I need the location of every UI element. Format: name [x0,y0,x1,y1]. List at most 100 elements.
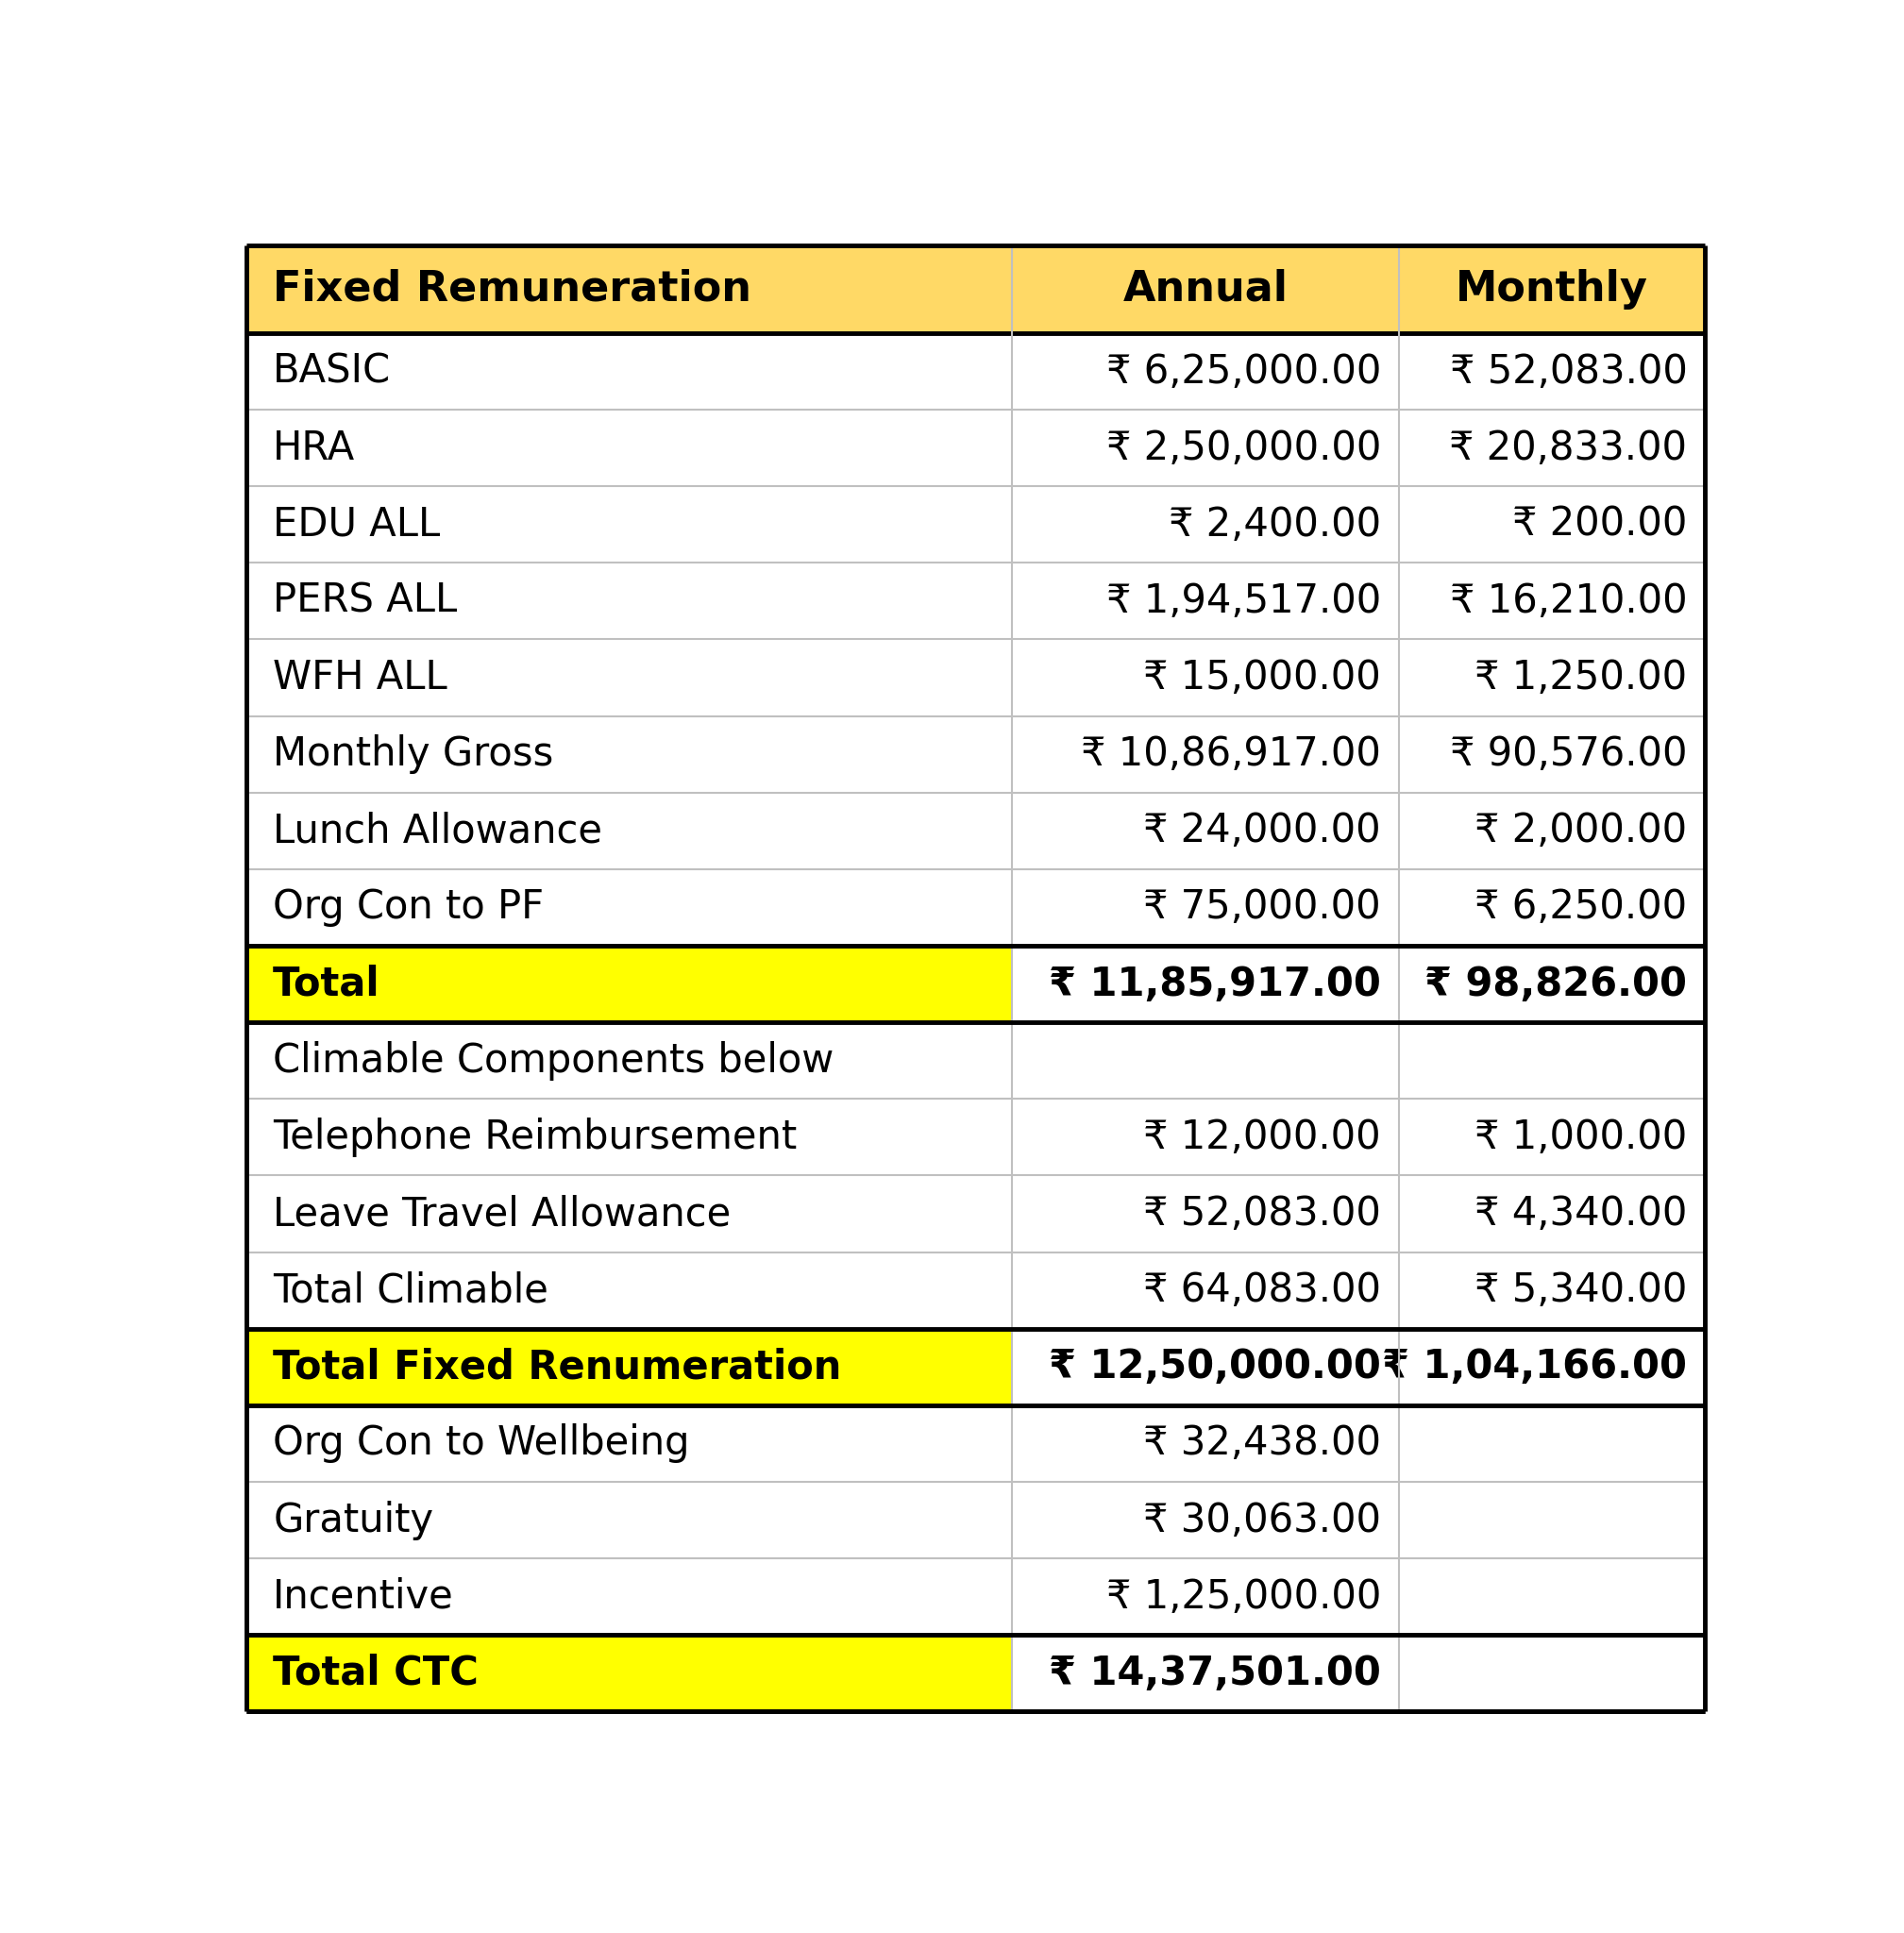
Text: HRA: HRA [272,429,356,468]
Bar [1399,640,1704,715]
Bar [248,1328,1013,1405]
Bar [248,563,1013,640]
Text: Total Fixed Renumeration: Total Fixed Renumeration [272,1347,842,1386]
Text: ₹ 11,85,917.00: ₹ 11,85,917.00 [1049,965,1380,1003]
Bar [248,640,1013,715]
Text: ₹ 5,340.00: ₹ 5,340.00 [1474,1270,1687,1311]
Bar [1013,640,1399,715]
Bar [1013,1635,1399,1711]
Bar [1013,1175,1399,1253]
Bar [1399,793,1704,870]
Bar [248,1253,1013,1328]
Bar [248,715,1013,793]
Bar [1399,1100,1704,1175]
Text: ₹ 90,576.00: ₹ 90,576.00 [1451,735,1687,773]
Bar [1013,793,1399,870]
Bar [1013,715,1399,793]
Bar [1399,1175,1704,1253]
Bar [1399,563,1704,640]
Text: ₹ 6,25,000.00: ₹ 6,25,000.00 [1106,352,1380,390]
Bar [248,1635,1013,1711]
Text: EDU ALL: EDU ALL [272,505,440,545]
Bar [1013,563,1399,640]
Bar [248,410,1013,487]
Bar [1013,870,1399,945]
Text: ₹ 52,083.00: ₹ 52,083.00 [1449,352,1687,390]
Text: ₹ 2,400.00: ₹ 2,400.00 [1169,505,1380,545]
Text: ₹ 20,833.00: ₹ 20,833.00 [1449,429,1687,468]
Bar [1013,945,1399,1023]
Text: ₹ 2,000.00: ₹ 2,000.00 [1476,812,1687,851]
Text: ₹ 32,438.00: ₹ 32,438.00 [1142,1425,1380,1463]
Text: ₹ 12,50,000.00: ₹ 12,50,000.00 [1049,1347,1380,1386]
Text: Annual: Annual [1123,269,1287,309]
Text: ₹ 1,25,000.00: ₹ 1,25,000.00 [1106,1577,1380,1616]
Bar [248,793,1013,870]
Bar [1399,332,1704,410]
Bar [1399,245,1704,332]
Text: ₹ 1,04,166.00: ₹ 1,04,166.00 [1382,1347,1687,1386]
Bar [1013,1100,1399,1175]
Bar [1013,332,1399,410]
Bar [1399,487,1704,563]
Text: Climable Components below: Climable Components below [272,1040,834,1081]
Text: ₹ 2,50,000.00: ₹ 2,50,000.00 [1106,429,1380,468]
Text: ₹ 4,340.00: ₹ 4,340.00 [1474,1195,1687,1233]
Text: Gratuity: Gratuity [272,1500,434,1541]
Text: Leave Travel Allowance: Leave Travel Allowance [272,1195,731,1233]
Text: ₹ 16,210.00: ₹ 16,210.00 [1449,582,1687,620]
Bar [1399,1405,1704,1483]
Bar [1399,715,1704,793]
Text: ₹ 1,000.00: ₹ 1,000.00 [1476,1117,1687,1158]
Text: ₹ 15,000.00: ₹ 15,000.00 [1144,657,1380,698]
Text: ₹ 24,000.00: ₹ 24,000.00 [1144,812,1380,851]
Text: ₹ 1,94,517.00: ₹ 1,94,517.00 [1106,582,1380,620]
Bar [1399,870,1704,945]
Bar [1013,1483,1399,1558]
Bar [248,487,1013,563]
Bar [1399,1558,1704,1635]
Bar [248,1483,1013,1558]
Text: Total: Total [272,965,381,1003]
Bar [248,1175,1013,1253]
Text: Org Con to PF: Org Con to PF [272,887,545,928]
Text: ₹ 30,063.00: ₹ 30,063.00 [1142,1500,1380,1541]
Text: Fixed Remuneration: Fixed Remuneration [272,269,752,309]
Text: ₹ 1,250.00: ₹ 1,250.00 [1476,657,1687,698]
Bar [248,870,1013,945]
Bar [1013,1328,1399,1405]
Text: ₹ 14,37,501.00: ₹ 14,37,501.00 [1049,1653,1380,1693]
Text: ₹ 10,86,917.00: ₹ 10,86,917.00 [1081,735,1380,773]
Text: Lunch Allowance: Lunch Allowance [272,812,602,851]
Bar [1399,410,1704,487]
Bar [248,1405,1013,1483]
Bar [248,1558,1013,1635]
Bar [1399,1253,1704,1328]
Text: ₹ 200.00: ₹ 200.00 [1512,505,1687,545]
Bar [248,1100,1013,1175]
Bar [248,245,1013,332]
Text: Org Con to Wellbeing: Org Con to Wellbeing [272,1425,689,1463]
Text: Monthly Gross: Monthly Gross [272,735,554,773]
Text: Total Climable: Total Climable [272,1270,548,1311]
Bar [1013,1405,1399,1483]
Text: ₹ 75,000.00: ₹ 75,000.00 [1144,887,1380,928]
Text: ₹ 12,000.00: ₹ 12,000.00 [1144,1117,1380,1158]
Bar [1399,1483,1704,1558]
Bar [248,332,1013,410]
Bar [1399,1635,1704,1711]
Text: ₹ 6,250.00: ₹ 6,250.00 [1476,887,1687,928]
Bar [248,945,1013,1023]
Text: ₹ 52,083.00: ₹ 52,083.00 [1144,1195,1380,1233]
Text: BASIC: BASIC [272,352,390,390]
Text: Monthly: Monthly [1455,269,1649,309]
Bar [1013,1023,1399,1100]
Text: ₹ 98,826.00: ₹ 98,826.00 [1424,965,1687,1003]
Bar [1013,1558,1399,1635]
Text: PERS ALL: PERS ALL [272,582,457,620]
Bar [1399,1328,1704,1405]
Text: WFH ALL: WFH ALL [272,657,447,698]
Bar [1013,245,1399,332]
Bar [1399,1023,1704,1100]
Bar [1013,487,1399,563]
